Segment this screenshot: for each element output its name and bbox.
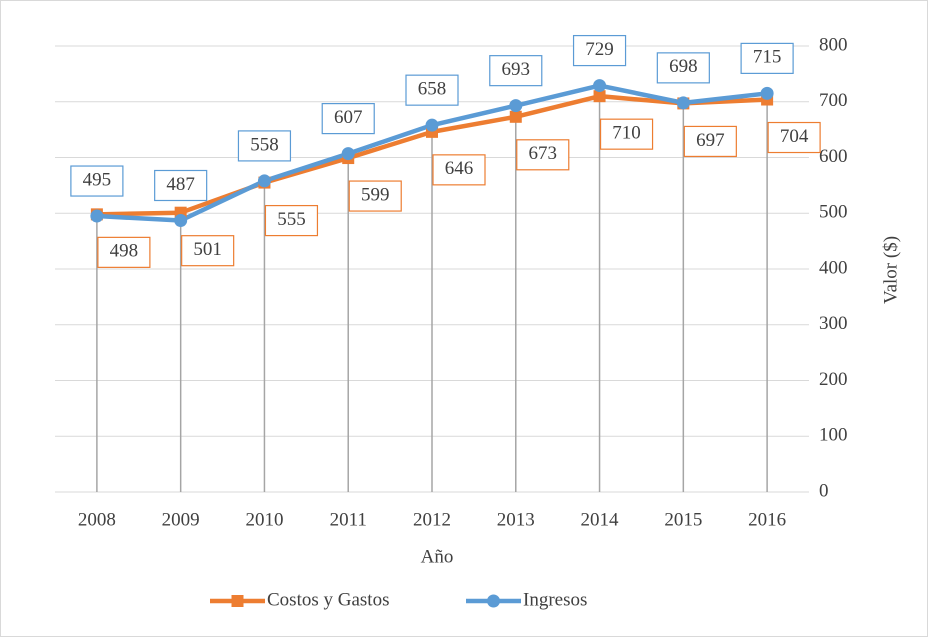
data-label: 715 xyxy=(753,47,782,68)
x-tick-label: 2009 xyxy=(162,509,200,530)
data-label: 710 xyxy=(612,123,641,144)
marker xyxy=(509,110,522,123)
data-label: 495 xyxy=(83,169,112,190)
data-label-box xyxy=(348,180,402,212)
data-label-box xyxy=(321,102,375,135)
x-tick-label: 2010 xyxy=(245,509,283,530)
data-label: 501 xyxy=(193,239,222,260)
data-label-box xyxy=(572,34,627,67)
x-tick-label: 2008 xyxy=(78,509,116,530)
data-label-box xyxy=(767,121,821,154)
y-axis-label: Valor ($) xyxy=(880,236,901,304)
marker xyxy=(676,96,690,110)
data-label-box xyxy=(70,165,124,197)
data-label: 599 xyxy=(361,184,390,205)
data-label: 646 xyxy=(445,158,474,179)
data-label-box xyxy=(489,55,543,87)
marker xyxy=(174,213,188,227)
data-label: 555 xyxy=(277,209,306,230)
x-tick-label: 2016 xyxy=(748,509,786,530)
legend-label: Costos y Gastos xyxy=(267,589,389,610)
data-label: 607 xyxy=(334,107,363,128)
x-tick-label: 2012 xyxy=(413,509,451,530)
data-label-box xyxy=(656,52,710,84)
y-tick-label: 700 xyxy=(819,90,848,111)
y-tick-label: 300 xyxy=(819,313,848,334)
data-label-box xyxy=(516,139,570,171)
y-tick-label: 800 xyxy=(819,34,848,55)
marker xyxy=(341,147,355,161)
data-label: 729 xyxy=(585,39,614,60)
data-label: 704 xyxy=(780,126,809,147)
data-label: 693 xyxy=(502,59,531,80)
x-tick-label: 2014 xyxy=(581,509,620,530)
data-label-box xyxy=(154,169,208,202)
y-tick-label: 400 xyxy=(819,257,848,278)
x-axis-label: Año xyxy=(421,546,454,567)
marker xyxy=(90,209,104,223)
data-label: 698 xyxy=(669,56,698,77)
y-tick-label: 600 xyxy=(819,146,848,167)
x-tick-label: 2013 xyxy=(497,509,535,530)
data-label: 558 xyxy=(250,134,279,155)
marker xyxy=(760,86,774,100)
data-label-box xyxy=(181,235,235,267)
data-label-box xyxy=(740,42,794,74)
y-tick-label: 200 xyxy=(819,369,848,390)
x-tick-label: 2011 xyxy=(330,509,367,530)
data-label-box xyxy=(432,154,486,186)
marker xyxy=(509,99,523,113)
data-label-box xyxy=(237,130,292,162)
data-label-box xyxy=(97,236,151,268)
y-tick-label: 500 xyxy=(819,202,848,223)
data-label-box xyxy=(264,204,319,237)
x-tick-label: 2015 xyxy=(664,509,702,530)
data-label-box xyxy=(405,74,459,106)
data-label: 697 xyxy=(696,130,725,151)
marker xyxy=(593,79,607,93)
data-label-box xyxy=(599,118,654,150)
marker xyxy=(487,594,500,608)
data-label: 487 xyxy=(166,174,195,195)
data-label-box xyxy=(683,125,737,158)
y-tick-label: 0 xyxy=(819,480,829,501)
data-label: 658 xyxy=(418,79,447,100)
marker xyxy=(231,595,244,607)
data-label: 498 xyxy=(110,241,139,262)
marker xyxy=(425,118,439,132)
marker xyxy=(593,90,606,103)
y-tick-label: 100 xyxy=(819,425,848,446)
marker xyxy=(257,174,271,188)
legend-label: Ingresos xyxy=(523,589,587,610)
data-label: 673 xyxy=(529,143,558,164)
